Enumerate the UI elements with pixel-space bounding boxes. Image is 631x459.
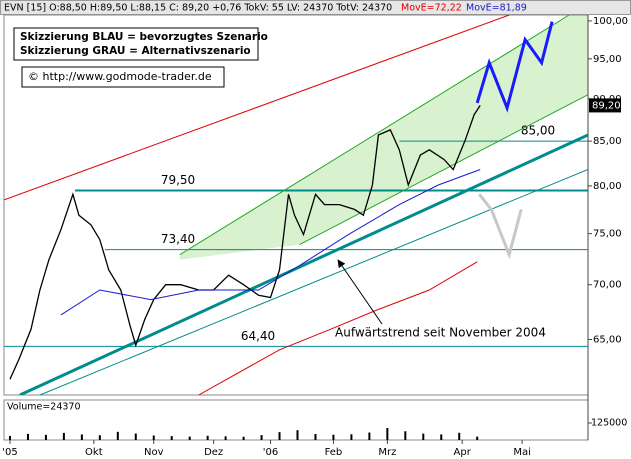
volume-bar	[224, 436, 227, 440]
note: Skizzierung GRAU = Alternativszenario	[20, 45, 251, 57]
volume-bar	[440, 434, 443, 440]
last-price-label: 89,20	[592, 100, 621, 111]
level-label: 85,00	[521, 124, 555, 138]
volume-bar	[62, 432, 65, 440]
y-tick-label: 80,00	[593, 181, 622, 192]
legend-entry: MovE=72,22	[401, 3, 462, 14]
volume-bar	[152, 435, 155, 440]
y-tick-label: 75,00	[593, 229, 622, 240]
x-tick-label: Apr	[454, 447, 472, 458]
moving-average	[198, 261, 478, 395]
volume-bar	[458, 432, 461, 440]
volume-bar	[368, 432, 371, 440]
moving-average	[60, 169, 481, 316]
volume-tick-label: 125000	[591, 417, 627, 428]
volume-bar	[206, 435, 209, 440]
level-label: 64,40	[241, 329, 275, 343]
volume-bar	[242, 436, 245, 440]
x-tick-label: Nov	[144, 447, 164, 458]
volume-bar	[278, 432, 281, 440]
x-tick-label: Mai	[513, 447, 531, 458]
y-tick-label: 65,00	[593, 334, 622, 345]
note: © http://www.godmode-trader.de	[28, 70, 212, 83]
x-tick-label: Okt	[85, 447, 103, 458]
volume-bar	[80, 434, 83, 440]
legend-entry: MovE=81,89	[466, 3, 527, 14]
x-tick-label: '06	[263, 447, 278, 458]
volume-bar	[260, 435, 263, 440]
y-tick-label: 70,00	[593, 280, 622, 291]
volume-bar	[44, 434, 47, 440]
annotation-arrow	[337, 259, 383, 325]
volume-bar	[386, 428, 389, 440]
y-tick-label: 85,00	[593, 136, 622, 147]
price-line	[9, 105, 481, 380]
note: Skizzierung BLAU = bevorzugtes Szenario	[20, 31, 268, 43]
x-tick-label: '05	[2, 447, 17, 458]
trend-line	[4, 15, 510, 201]
volume-bar	[170, 436, 173, 440]
chart-title: EVN [15] O:88,50 H:89,50 L:88,15 C: 89,2…	[4, 3, 392, 14]
x-tick-label: Dez	[204, 447, 223, 458]
volume-bar	[404, 431, 407, 440]
x-tick-label: Mrz	[378, 447, 396, 458]
volume-bar	[476, 436, 479, 440]
trend-line	[39, 169, 588, 395]
volume-bar	[188, 436, 191, 440]
level-label: 73,40	[161, 232, 195, 246]
volume-bar	[422, 433, 425, 440]
trend-line	[179, 15, 570, 256]
last-price-box	[589, 98, 621, 113]
volume-bar	[314, 434, 317, 440]
level-label: 79,50	[161, 173, 195, 187]
trend-line	[299, 94, 588, 246]
trend-line	[19, 133, 588, 395]
volume-bar	[332, 434, 335, 440]
volume-bar	[8, 435, 11, 440]
volume-bar	[296, 430, 299, 440]
volume-bar	[134, 433, 137, 440]
volume-bar	[350, 434, 353, 440]
trend-annotation: Aufwärtstrend seit November 2004	[335, 326, 546, 340]
volume-bar	[98, 435, 101, 440]
note-box	[21, 66, 225, 88]
x-tick-label: Feb	[325, 447, 343, 458]
scenario-line	[478, 193, 523, 260]
y-tick-label: 100,00	[593, 16, 628, 27]
volume-label: Volume=24370	[7, 402, 81, 413]
note-box	[13, 27, 259, 61]
volume-bar	[26, 433, 29, 440]
scenario-line	[475, 21, 554, 113]
y-tick-label: 95,00	[593, 54, 622, 65]
volume-bar	[116, 431, 119, 440]
